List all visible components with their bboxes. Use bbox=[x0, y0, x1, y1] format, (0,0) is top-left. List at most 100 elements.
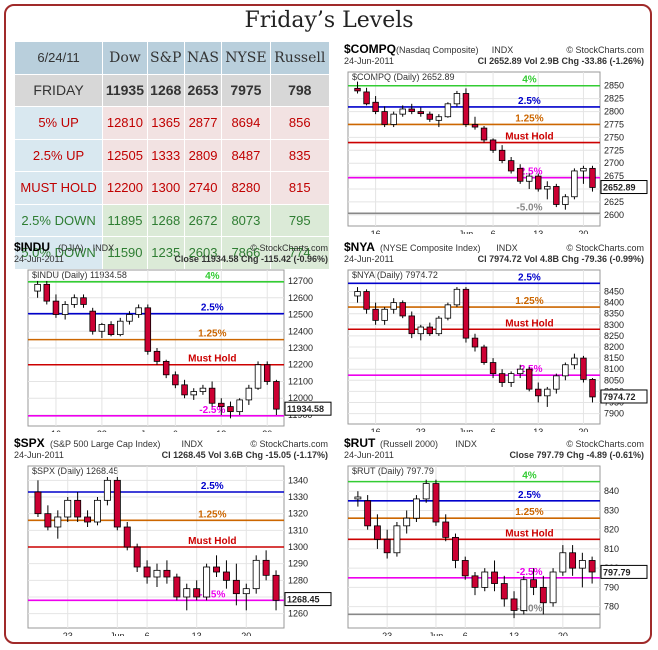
table-cell: 1365 bbox=[146, 106, 185, 140]
x-tick-label: 13 bbox=[192, 631, 202, 636]
table-cell: 2653 bbox=[183, 73, 223, 107]
candle-body bbox=[516, 167, 524, 182]
candle-body bbox=[462, 93, 470, 125]
candle-body bbox=[408, 108, 415, 112]
row-label: 5% UP bbox=[13, 106, 104, 140]
candle-body bbox=[363, 291, 370, 310]
candle-body bbox=[135, 307, 142, 315]
chart-legend: $RUT (Daily) 797.79 bbox=[352, 466, 434, 476]
y-tick-label: 2775 bbox=[604, 119, 624, 129]
table-row: MUST HOLD 12200 1300 2740 8280 815 bbox=[13, 171, 330, 205]
candle-body bbox=[489, 139, 497, 151]
level-label: 2.5% bbox=[201, 481, 224, 492]
candle-body bbox=[507, 373, 515, 383]
table-cell: 11590 bbox=[102, 236, 148, 270]
y-tick-label: 2600 bbox=[604, 210, 624, 220]
y-tick-label: 830 bbox=[604, 505, 619, 515]
y-tick-label: 12700 bbox=[288, 276, 313, 286]
y-tick-label: 1260 bbox=[288, 609, 308, 619]
candle-body bbox=[273, 381, 280, 410]
chart-indu-svg: $INDU (DJIA) INDX © StockCharts.com 24-Jun-2… bbox=[14, 240, 332, 432]
candle-body bbox=[183, 588, 191, 598]
candle-body bbox=[98, 324, 106, 332]
candle-body bbox=[435, 317, 443, 335]
level-label: 4% bbox=[522, 471, 537, 482]
table-cell: 1268 bbox=[146, 73, 185, 107]
candle-body bbox=[417, 111, 424, 115]
candle-body bbox=[213, 566, 220, 573]
chart-name: (Russell 2000) bbox=[380, 439, 438, 449]
last-value-label: 11934.58 bbox=[287, 404, 324, 414]
y-tick-label: 8100 bbox=[604, 364, 624, 374]
page-title: Friday’s Levels bbox=[244, 8, 414, 33]
chart-compq: $COMPQ (Nasdaq Composite) INDX © StockChart… bbox=[342, 42, 648, 234]
last-value-box bbox=[600, 389, 648, 404]
candle-body bbox=[103, 479, 111, 501]
candle-body bbox=[227, 406, 234, 413]
candle-body bbox=[403, 517, 411, 527]
chart-nya-svg: $NYA (NYSE Composite Index) INDX © StockCha… bbox=[344, 240, 648, 432]
chart-name: (DJIA) bbox=[58, 243, 84, 253]
candle-body bbox=[162, 360, 170, 376]
candle-body bbox=[480, 127, 488, 141]
candle-body bbox=[544, 186, 551, 190]
candle-body bbox=[539, 586, 547, 604]
candle-body bbox=[218, 402, 225, 408]
candle-body bbox=[432, 483, 440, 523]
table-cell: 12200 bbox=[102, 171, 148, 205]
candle-body bbox=[43, 283, 51, 302]
candle-body bbox=[143, 566, 151, 578]
x-tick-label: 6 bbox=[491, 427, 496, 432]
table-cell: 815 bbox=[269, 171, 330, 205]
chart-exchange: INDX bbox=[496, 243, 518, 253]
level-label: 2.5% bbox=[518, 490, 541, 501]
y-tick-label: 1340 bbox=[288, 475, 308, 485]
candle-body bbox=[500, 583, 508, 600]
table-date: 6/24/11 bbox=[13, 41, 104, 75]
candle-body bbox=[553, 375, 560, 390]
table-cell: 8073 bbox=[221, 203, 271, 237]
candle-body bbox=[444, 103, 452, 118]
x-tick-label: 20 bbox=[241, 631, 251, 636]
x-tick-label: 23 bbox=[382, 631, 392, 636]
row-label: 2.5% DOWN bbox=[13, 203, 104, 237]
last-value-box bbox=[284, 401, 332, 416]
level-label: 2.5% bbox=[518, 96, 541, 107]
level-label: -2.5% bbox=[516, 567, 542, 578]
candle-body bbox=[571, 357, 578, 366]
table-cell: 11935 bbox=[102, 73, 148, 107]
candle-body bbox=[390, 113, 397, 125]
candle-body bbox=[510, 598, 518, 611]
chart-date: 24-Jun-2011 bbox=[14, 254, 64, 264]
candle-body bbox=[34, 283, 41, 292]
candle-body bbox=[172, 374, 179, 386]
candle-body bbox=[64, 499, 72, 518]
chart-spx-svg: $SPX (S&P 500 Large Cap Index) INDX © Stock… bbox=[14, 436, 332, 636]
candle-body bbox=[426, 326, 434, 335]
candle-body bbox=[199, 387, 207, 392]
chart-stats: Cl 1268.45 Vol 3.6B Chg -15.05 (-1.17%) bbox=[162, 450, 328, 460]
table-row: 2.5% UP 12505 1333 2809 8487 835 bbox=[13, 138, 330, 172]
table-cell: 7975 bbox=[221, 73, 271, 107]
last-value-label: 1268.45 bbox=[287, 595, 320, 605]
level-label: -2.5% bbox=[516, 167, 542, 178]
candle-body bbox=[526, 175, 533, 182]
y-tick-label: 790 bbox=[604, 582, 619, 592]
y-tick-label: 8400 bbox=[604, 298, 624, 308]
last-value-label: 797.79 bbox=[603, 567, 631, 577]
y-tick-label: 1290 bbox=[288, 559, 308, 569]
level-label: 1.25% bbox=[515, 507, 543, 518]
y-tick-label: 2850 bbox=[604, 81, 624, 91]
y-tick-label: 8050 bbox=[604, 375, 624, 385]
candle-body bbox=[254, 364, 262, 389]
table-cell: 8694 bbox=[221, 106, 271, 140]
column-header: Dow bbox=[102, 41, 148, 75]
candle-body bbox=[354, 87, 361, 92]
x-tick-label: 6 bbox=[173, 429, 178, 432]
candle-body bbox=[113, 479, 121, 528]
candle-body bbox=[507, 160, 515, 172]
table-cell: 2740 bbox=[183, 171, 223, 205]
chart-spx: $SPX (S&P 500 Large Cap Index) INDX © Stock… bbox=[12, 436, 332, 636]
candle-body bbox=[444, 304, 452, 319]
y-tick-label: 8450 bbox=[604, 287, 624, 297]
